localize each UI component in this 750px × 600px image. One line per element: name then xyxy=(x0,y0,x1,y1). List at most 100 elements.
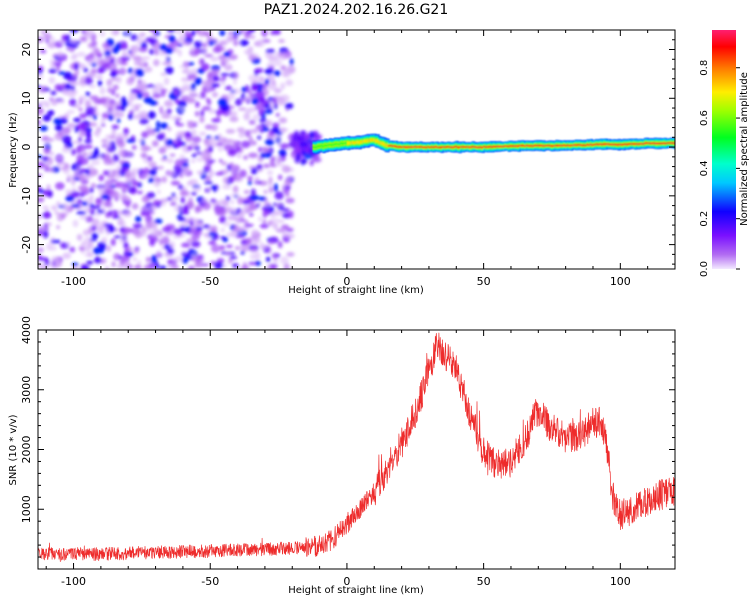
spectrogram-noise-blob xyxy=(284,178,292,187)
spectrogram-noise-blob xyxy=(69,98,77,107)
spectrogram-noise-blob xyxy=(85,106,96,114)
spectrogram-noise-blob xyxy=(249,128,259,134)
spectrogram-noise-blob xyxy=(68,39,78,44)
spectrogram-noise-blob xyxy=(230,193,241,198)
spectrogram-noise-blob xyxy=(259,128,264,133)
spectrogram-noise-blob xyxy=(278,117,288,124)
spectrogram-noise-blob xyxy=(205,97,210,102)
spectrogram-noise-blob xyxy=(141,91,150,98)
colorbar-label: Normalized spectral amplitude xyxy=(739,72,750,226)
spectrogram-noise-blob xyxy=(78,130,86,138)
spectrogram-noise-blob xyxy=(236,140,241,146)
spectrogram-noise-blob xyxy=(165,55,169,63)
spectrogram-noise-blob xyxy=(156,249,162,257)
spectrogram-noise-field xyxy=(38,30,323,269)
spectrogram-noise-blob xyxy=(194,110,200,117)
spectrogram-noise-blob xyxy=(241,86,247,92)
spectrogram-noise-blob xyxy=(280,152,287,157)
spectrogram-noise-blob xyxy=(117,148,127,157)
spectrogram-noise-blob xyxy=(251,245,257,251)
spectrogram-noise-blob xyxy=(86,260,94,265)
spectrogram-noise-blob xyxy=(167,170,176,177)
spectrogram-noise-blob xyxy=(40,30,47,35)
spectrogram-noise-blob xyxy=(199,131,207,136)
spectrogram-noise-blob xyxy=(180,196,186,204)
spectrogram-noise-blob xyxy=(101,63,112,70)
spectrogram-noise-blob xyxy=(244,129,251,138)
spectrogram-noise-blob xyxy=(278,51,289,60)
spectrogram-noise-blob xyxy=(187,120,196,129)
spectrogram-noise-blob xyxy=(172,234,183,239)
spectrogram-noise-blob xyxy=(156,133,165,141)
spectrogram-noise-blob xyxy=(150,228,158,237)
spectrogram-noise-blob xyxy=(91,218,100,227)
spectrogram-noise-blob xyxy=(101,206,106,213)
spectrogram-noise-blob xyxy=(140,152,148,159)
spectrogram-noise-blob xyxy=(219,198,228,206)
spectrogram-noise-blob xyxy=(54,210,60,216)
spectrogram-noise-blob xyxy=(201,63,210,71)
figure-title: PAZ1.2024.202.16.26.G21 xyxy=(264,2,449,18)
spectrogram-noise-blob xyxy=(188,62,195,66)
spectrogram-noise-blob xyxy=(125,169,131,179)
spectrogram-noise-blob xyxy=(214,172,225,176)
spectrogram-noise-blob xyxy=(254,176,260,183)
spectrogram-noise-blob xyxy=(205,234,214,240)
spectrogram-noise-blob xyxy=(79,80,87,85)
snr-x-tick-label: -100 xyxy=(61,575,86,588)
spectrogram-noise-blob xyxy=(230,167,238,175)
spectrogram-noise-blob xyxy=(123,241,129,247)
spectrogram-noise-blob xyxy=(273,88,282,94)
spectrogram-noise-blob xyxy=(248,54,257,62)
spectrogram-noise-blob xyxy=(277,241,283,249)
spectrogram-noise-blob xyxy=(79,36,83,43)
spectrogram-noise-blob xyxy=(50,204,58,211)
spectrogram-y-axis-label: Frequency (Hz) xyxy=(8,112,19,188)
spectrogram-noise-blob xyxy=(160,157,168,162)
spectrogram-noise-blob xyxy=(107,174,116,179)
spectrogram-noise-blob xyxy=(271,122,280,127)
spectrogram-noise-blob xyxy=(58,50,63,56)
spectrogram-noise-blob xyxy=(165,66,174,75)
spectrogram-noise-blob xyxy=(38,254,43,259)
spectrogram-noise-blob xyxy=(88,122,98,127)
colorbar-tick-label: 0.4 xyxy=(699,160,710,176)
spectrogram-noise-blob xyxy=(42,114,52,122)
spectrogram-noise-blob xyxy=(177,43,183,47)
spectrogram-noise-blob xyxy=(202,224,211,229)
spectrogram-noise-blob xyxy=(58,212,69,217)
spectrogram-noise-blob xyxy=(296,152,301,160)
spectrogram-noise-blob xyxy=(91,40,98,47)
spectrogram-noise-blob xyxy=(266,76,274,81)
spectrogram-noise-blob xyxy=(225,244,233,249)
spectrogram-noise-blob xyxy=(210,142,218,148)
spectrogram-noise-blob xyxy=(71,204,81,208)
spectrogram-noise-blob xyxy=(132,223,143,229)
spectrogram-noise-blob xyxy=(78,168,89,174)
spectrogram-noise-blob xyxy=(261,30,268,37)
spectrogram-noise-blob xyxy=(244,223,254,228)
spectrogram-noise-blob xyxy=(218,158,223,163)
spectrogram-noise-blob xyxy=(229,116,239,123)
spectrogram-noise-blob xyxy=(82,229,91,236)
spectrogram-x-tick-label: -50 xyxy=(201,275,219,288)
spectrogram-noise-blob xyxy=(258,216,263,222)
spectrogram-noise-blob xyxy=(178,211,184,215)
spectrogram-noise-blob xyxy=(85,91,91,97)
spectrogram-noise-blob xyxy=(60,202,70,211)
spectrogram-noise-blob xyxy=(61,126,71,135)
spectrogram-noise-blob xyxy=(210,56,219,62)
snr-x-axis-label: Height of straight line (km) xyxy=(288,585,424,596)
spectrogram-noise-blob xyxy=(132,181,141,187)
spectrogram-noise-blob xyxy=(66,174,71,180)
spectrogram-noise-blob xyxy=(71,73,78,80)
spectrogram-noise-blob xyxy=(115,93,120,99)
snr-plot-area xyxy=(38,332,675,562)
spectrogram-noise-blob xyxy=(110,73,117,77)
spectrogram-noise-blob xyxy=(151,140,159,147)
spectrogram-noise-blob xyxy=(169,153,176,157)
spectrogram-noise-blob xyxy=(148,161,157,168)
spectrogram-noise-blob xyxy=(55,53,65,59)
spectrogram-noise-blob xyxy=(149,100,158,106)
spectrogram-noise-blob xyxy=(116,164,121,173)
